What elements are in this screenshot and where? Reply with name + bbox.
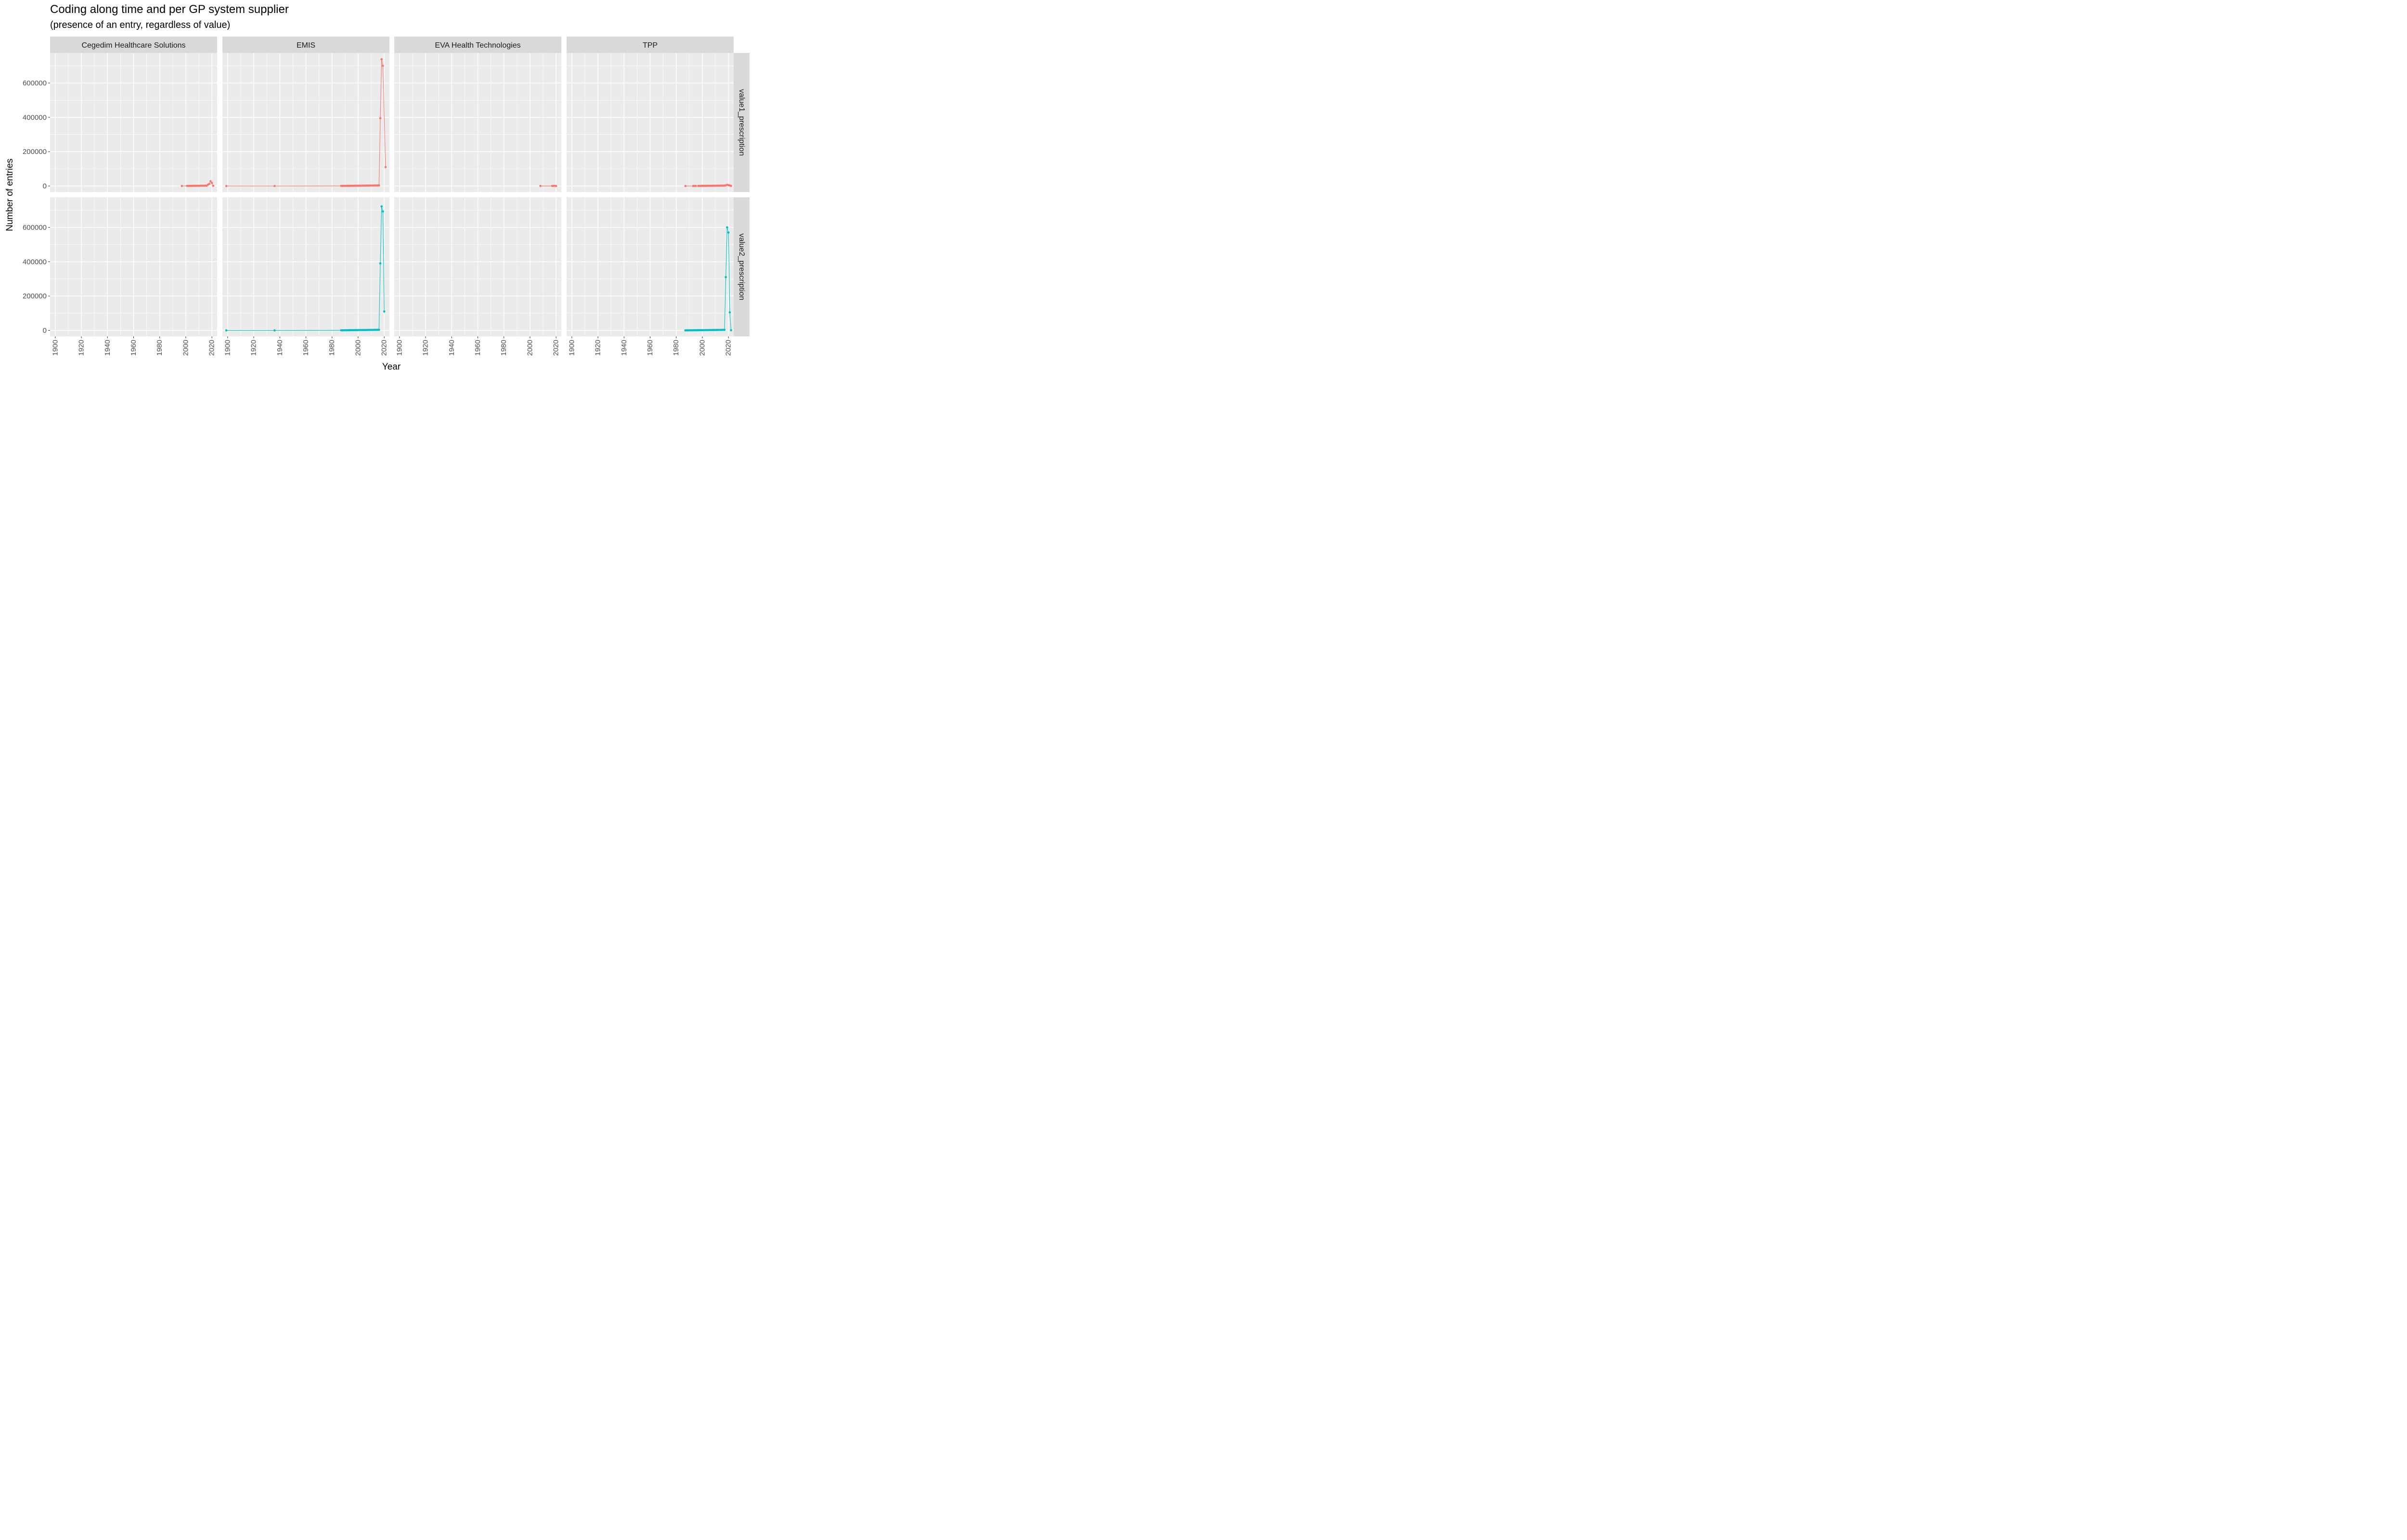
data-point — [695, 185, 697, 187]
y-tick-label: 600000 — [23, 223, 47, 231]
x-tick-label: 2000 — [698, 340, 706, 356]
x-tick-label: 2020 — [208, 340, 216, 356]
facet-column-label: TPP — [643, 41, 658, 50]
data-point — [725, 276, 727, 279]
y-axis-title: Number of entries — [5, 158, 15, 231]
data-point — [273, 185, 276, 187]
data-point — [684, 185, 686, 187]
x-tick-label: 1920 — [594, 340, 602, 356]
x-tick-label: 1940 — [448, 340, 456, 356]
facet-strip — [222, 37, 389, 53]
y-tick-label: 200000 — [23, 148, 47, 156]
data-point — [730, 329, 732, 332]
data-point — [210, 181, 213, 184]
data-point — [730, 185, 732, 187]
data-point — [726, 226, 728, 229]
facet-strip — [50, 37, 217, 53]
y-tick-label: 400000 — [23, 114, 47, 122]
x-tick-label: 1940 — [276, 340, 284, 356]
data-point — [723, 329, 726, 331]
x-tick-label: 1940 — [104, 340, 112, 356]
x-axis-title: Year — [382, 362, 401, 372]
facet-chart: Cegedim Healthcare Solutions EMIS EVA Heal… — [5, 37, 750, 372]
x-tick-label: 1900 — [395, 340, 403, 356]
data-point — [181, 185, 183, 187]
data-point — [728, 311, 731, 314]
y-tick-label: 600000 — [23, 79, 47, 87]
data-point — [273, 329, 276, 332]
x-tick-label: 1960 — [129, 340, 138, 356]
data-point — [380, 205, 383, 208]
facet-strip — [734, 53, 750, 192]
x-tick-label: 1960 — [474, 340, 482, 356]
data-point — [379, 117, 382, 119]
data-point — [727, 231, 730, 234]
chart-title: Coding along time and per GP system supp… — [50, 3, 289, 16]
data-point — [384, 166, 387, 168]
x-tick-label: 1900 — [51, 340, 59, 356]
data-point — [555, 185, 557, 187]
y-tick-label: 0 — [43, 327, 47, 335]
data-point — [379, 262, 382, 265]
facet-strip — [734, 197, 750, 336]
x-tick-label: 1980 — [155, 340, 164, 356]
x-tick-label: 1900 — [223, 340, 232, 356]
x-tick-label: 1900 — [568, 340, 576, 356]
facet-column-label: Cegedim Healthcare Solutions — [81, 41, 185, 50]
x-tick-label: 2000 — [526, 340, 534, 356]
facet-row-label: value2_prescription — [738, 233, 746, 300]
data-point — [225, 185, 228, 187]
data-point — [212, 184, 215, 187]
x-tick-label: 2020 — [552, 340, 560, 356]
x-tick-label: 2020 — [725, 340, 733, 356]
x-tick-label: 1920 — [78, 340, 86, 356]
x-tick-label: 2020 — [380, 340, 388, 356]
x-tick-label: 1920 — [250, 340, 258, 356]
x-tick-label: 1960 — [646, 340, 654, 356]
x-tick-label: 2000 — [354, 340, 362, 356]
y-tick-label: 400000 — [23, 258, 47, 266]
x-tick-label: 1940 — [620, 340, 628, 356]
facet-strip — [567, 37, 734, 53]
y-tick-label: 0 — [43, 182, 47, 191]
data-point — [378, 329, 380, 331]
x-tick-label: 1980 — [672, 340, 680, 356]
facet-strip — [394, 37, 561, 53]
data-point — [539, 185, 542, 187]
facet-row-label: value1_prescription — [738, 89, 746, 156]
data-point — [378, 184, 380, 187]
data-point — [383, 310, 386, 313]
x-tick-label: 1960 — [302, 340, 310, 356]
y-tick-label: 200000 — [23, 292, 47, 300]
chart-subtitle: (presence of an entry, regardless of val… — [50, 20, 231, 30]
data-point — [225, 329, 228, 332]
x-tick-label: 1920 — [422, 340, 430, 356]
x-tick-label: 1980 — [500, 340, 508, 356]
x-tick-label: 1980 — [328, 340, 336, 356]
facet-column-label: EVA Health Technologies — [435, 41, 520, 50]
data-point — [380, 58, 383, 61]
x-tick-label: 2000 — [181, 340, 190, 356]
data-point — [382, 64, 384, 67]
data-point — [209, 180, 212, 182]
data-point — [382, 210, 384, 213]
facet-column-label: EMIS — [297, 41, 315, 50]
data-point — [208, 182, 211, 185]
